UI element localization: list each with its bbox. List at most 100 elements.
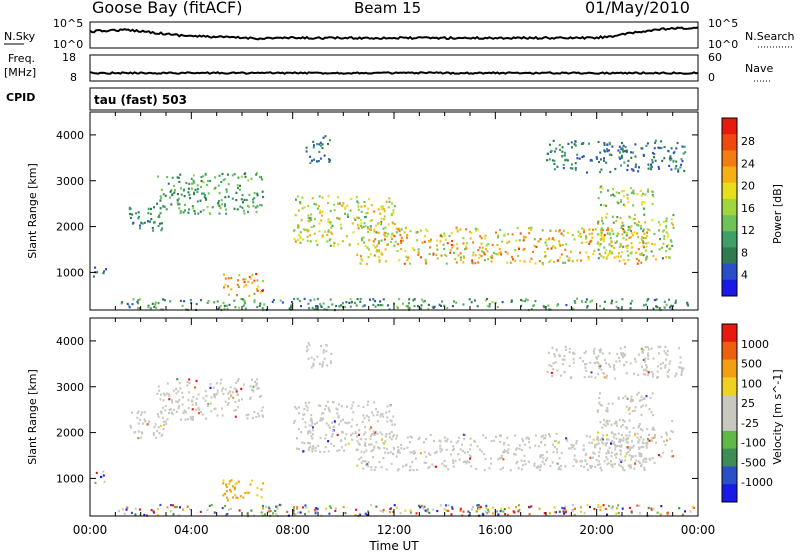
data-cell xyxy=(621,154,623,158)
data-cell xyxy=(645,144,648,147)
data-cell xyxy=(617,512,620,515)
data-cell xyxy=(639,253,642,256)
data-cell xyxy=(410,436,413,439)
data-cell xyxy=(634,155,637,158)
data-cell xyxy=(311,421,314,424)
data-cell xyxy=(159,195,162,198)
data-cell xyxy=(606,409,609,412)
data-cell xyxy=(406,236,408,239)
data-cell xyxy=(499,510,502,513)
data-cell xyxy=(178,203,181,206)
data-cell xyxy=(645,395,648,398)
data-cell xyxy=(383,442,386,445)
data-cell xyxy=(276,505,279,508)
data-cell xyxy=(240,297,243,301)
data-cell xyxy=(621,233,624,236)
noise-right-bottom: 10^0 xyxy=(708,38,738,51)
data-cell xyxy=(308,344,311,347)
data-cell xyxy=(202,181,205,184)
data-cell xyxy=(632,444,635,447)
data-cell xyxy=(230,507,233,510)
data-cell xyxy=(207,404,209,407)
data-cell xyxy=(380,205,383,208)
data-cell xyxy=(534,262,537,265)
data-cell xyxy=(472,251,475,254)
data-cell xyxy=(490,440,493,443)
data-cell xyxy=(222,179,225,182)
data-cell xyxy=(311,433,314,436)
data-cell xyxy=(620,444,623,447)
data-cell xyxy=(570,447,573,450)
data-cell xyxy=(382,207,385,210)
data-cell xyxy=(275,505,277,508)
data-cell xyxy=(604,507,607,510)
data-cell xyxy=(195,379,198,382)
data-cell xyxy=(506,252,509,255)
data-cell xyxy=(325,433,328,436)
data-cell xyxy=(390,438,393,441)
data-cell xyxy=(528,446,531,449)
nave-label: Nave xyxy=(745,62,773,75)
data-cell xyxy=(164,420,167,423)
data-cell xyxy=(344,206,347,209)
data-cell xyxy=(369,220,372,223)
data-cell xyxy=(187,407,190,410)
data-cell xyxy=(561,363,564,366)
data-cell xyxy=(605,161,608,164)
data-cell xyxy=(522,235,525,238)
data-cell xyxy=(625,149,628,152)
data-cell xyxy=(199,199,202,202)
data-cell xyxy=(329,222,332,225)
data-cell xyxy=(310,414,313,417)
data-cell xyxy=(385,200,388,203)
data-cell xyxy=(621,423,624,427)
data-cell xyxy=(183,195,186,198)
data-cell xyxy=(420,504,423,508)
data-cell xyxy=(606,438,608,441)
data-cell xyxy=(428,452,430,455)
data-cell xyxy=(579,235,582,238)
data-cell xyxy=(260,496,263,499)
data-cell xyxy=(661,361,664,364)
data-cell xyxy=(617,149,620,152)
data-cell xyxy=(314,305,317,308)
data-cell xyxy=(598,366,601,369)
freq-right-top: 60 xyxy=(708,51,722,64)
data-cell xyxy=(303,413,306,416)
data-cell xyxy=(558,354,561,357)
data-cell xyxy=(605,216,608,219)
colorbar-tick-label: 24 xyxy=(741,157,755,170)
data-cell xyxy=(231,197,234,200)
data-cell xyxy=(492,512,495,515)
data-cell xyxy=(614,167,617,171)
data-cell xyxy=(307,441,310,445)
data-cell xyxy=(219,206,222,210)
data-cell xyxy=(336,408,339,411)
data-cell xyxy=(600,168,603,171)
data-cell xyxy=(647,241,649,244)
data-cell xyxy=(611,465,614,468)
data-cell xyxy=(645,457,648,460)
data-cell xyxy=(385,260,388,263)
data-cell xyxy=(230,288,233,291)
data-cell xyxy=(331,401,334,404)
data-cell xyxy=(355,423,358,426)
data-cell xyxy=(622,189,625,193)
data-cell xyxy=(476,445,479,448)
data-cell xyxy=(386,304,389,307)
data-cell xyxy=(566,255,569,258)
data-cell xyxy=(451,239,454,243)
data-cell xyxy=(383,231,386,234)
nsky-label: N.Sky xyxy=(4,30,36,43)
data-cell xyxy=(438,303,441,306)
data-cell xyxy=(343,449,346,452)
data-cell xyxy=(362,460,365,463)
data-cell xyxy=(337,202,339,205)
data-cell xyxy=(316,160,318,163)
data-cell xyxy=(640,261,643,264)
data-cell xyxy=(407,256,410,259)
data-cell xyxy=(137,217,140,220)
data-cell xyxy=(352,401,355,404)
data-cell xyxy=(179,387,182,390)
data-cell xyxy=(295,198,297,201)
